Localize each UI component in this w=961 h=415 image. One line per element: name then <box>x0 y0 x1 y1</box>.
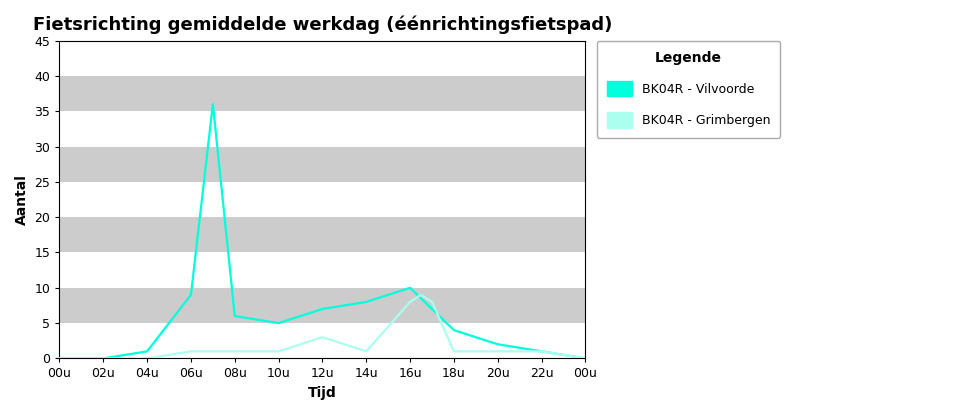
BK04R - Grimbergen <box>579 356 591 361</box>
BK04R - Vilvoorde <box>317 307 329 312</box>
BK04R - Vilvoorde <box>273 321 284 326</box>
BK04R - Grimbergen <box>229 349 240 354</box>
BK04R - Vilvoorde <box>492 342 504 347</box>
BK04R - Vilvoorde <box>579 356 591 361</box>
Bar <box>60 111 585 146</box>
BK04R - Vilvoorde <box>208 102 219 107</box>
BK04R - Grimbergen <box>185 349 197 354</box>
Bar <box>60 323 585 359</box>
BK04R - Vilvoorde <box>536 349 548 354</box>
Line: BK04R - Grimbergen: BK04R - Grimbergen <box>60 295 585 359</box>
BK04R - Vilvoorde <box>405 285 416 290</box>
BK04R - Grimbergen <box>536 349 548 354</box>
BK04R - Vilvoorde <box>54 356 65 361</box>
BK04R - Vilvoorde <box>229 314 240 319</box>
Legend: BK04R - Vilvoorde, BK04R - Grimbergen: BK04R - Vilvoorde, BK04R - Grimbergen <box>597 41 780 137</box>
Title: Fietsrichting gemiddelde werkdag (éénrichtingsfietspad): Fietsrichting gemiddelde werkdag (éénric… <box>33 15 612 34</box>
BK04R - Grimbergen <box>273 349 284 354</box>
BK04R - Vilvoorde <box>448 328 459 333</box>
Bar <box>60 41 585 76</box>
BK04R - Grimbergen <box>141 356 153 361</box>
BK04R - Grimbergen <box>208 349 219 354</box>
BK04R - Grimbergen <box>54 356 65 361</box>
BK04R - Grimbergen <box>492 349 504 354</box>
BK04R - Vilvoorde <box>97 356 109 361</box>
BK04R - Vilvoorde <box>360 300 372 305</box>
BK04R - Grimbergen <box>97 356 109 361</box>
BK04R - Grimbergen <box>448 349 459 354</box>
BK04R - Grimbergen <box>405 300 416 305</box>
BK04R - Vilvoorde <box>185 292 197 297</box>
Y-axis label: Aantal: Aantal <box>15 174 29 225</box>
BK04R - Grimbergen <box>360 349 372 354</box>
BK04R - Grimbergen <box>415 292 427 297</box>
Line: BK04R - Vilvoorde: BK04R - Vilvoorde <box>60 104 585 359</box>
Bar <box>60 252 585 288</box>
Bar <box>60 182 585 217</box>
BK04R - Grimbergen <box>427 300 438 305</box>
BK04R - Vilvoorde <box>141 349 153 354</box>
BK04R - Grimbergen <box>317 335 329 340</box>
X-axis label: Tijd: Tijd <box>308 386 336 400</box>
